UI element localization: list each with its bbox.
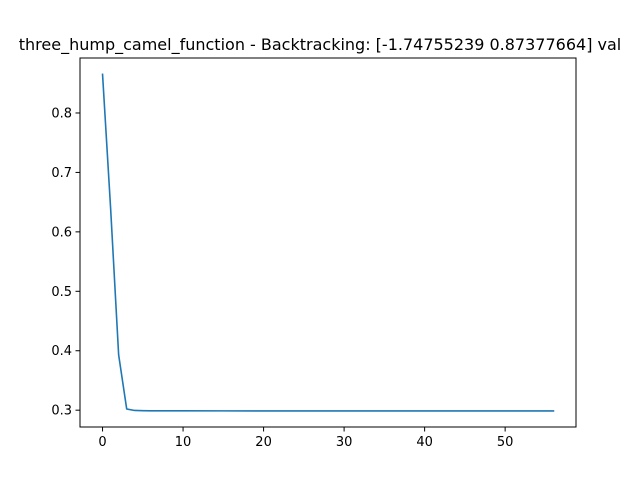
- x-tick-label: 40: [416, 435, 433, 450]
- x-tick-label: 20: [255, 435, 272, 450]
- chart-title: three_hump_camel_function - Backtracking…: [19, 35, 621, 55]
- y-tick-label: 0.8: [51, 106, 72, 121]
- y-axis: 0.3 0.4 0.5 0.6 0.7 0.8: [51, 106, 80, 419]
- x-tick-label: 0: [98, 435, 106, 450]
- x-tick-label: 10: [175, 435, 192, 450]
- y-tick-label: 0.4: [51, 344, 72, 359]
- y-tick-label: 0.5: [51, 285, 72, 300]
- y-tick-label: 0.3: [51, 404, 72, 419]
- x-tick-label: 50: [497, 435, 514, 450]
- axes-frame: [79, 57, 577, 428]
- y-tick-label: 0.7: [51, 166, 72, 181]
- plot-area: [79, 57, 577, 428]
- x-tick-label: 30: [336, 435, 353, 450]
- series-line: [101, 73, 555, 412]
- x-axis: 0 10 20 30 40 50: [98, 427, 513, 450]
- y-tick-label: 0.6: [51, 225, 72, 240]
- series-layer: [101, 73, 555, 412]
